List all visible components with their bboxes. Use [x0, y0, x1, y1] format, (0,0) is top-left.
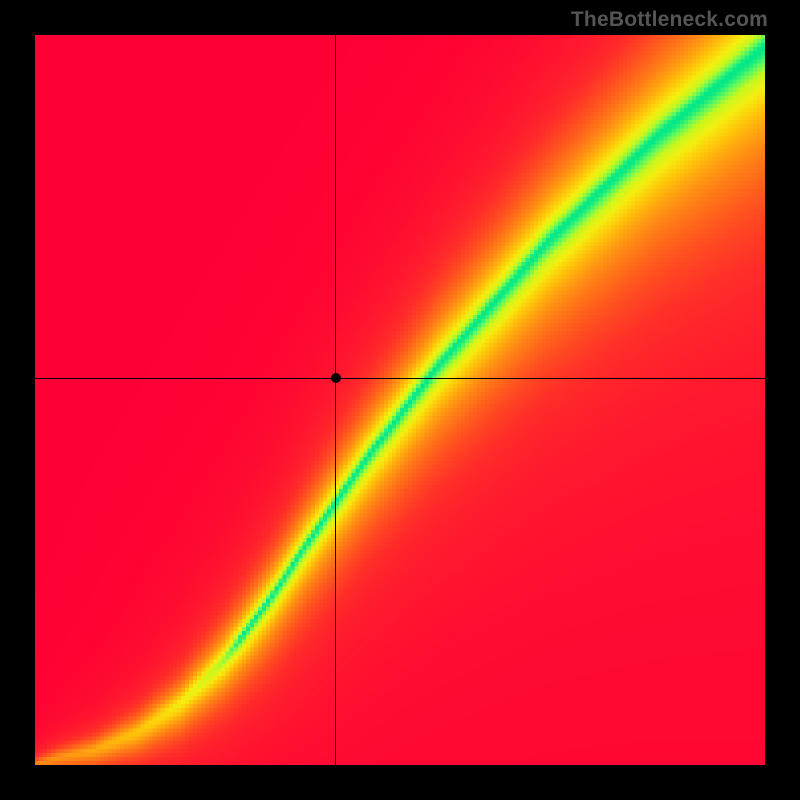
watermark-text: TheBottleneck.com: [571, 8, 768, 32]
figure-frame: TheBottleneck.com: [0, 0, 800, 800]
crosshair-horizontal: [35, 378, 765, 379]
plot-area: [35, 35, 765, 765]
crosshair-vertical: [335, 35, 336, 765]
bottleneck-heatmap: [35, 35, 765, 765]
crosshair-point: [331, 373, 341, 383]
